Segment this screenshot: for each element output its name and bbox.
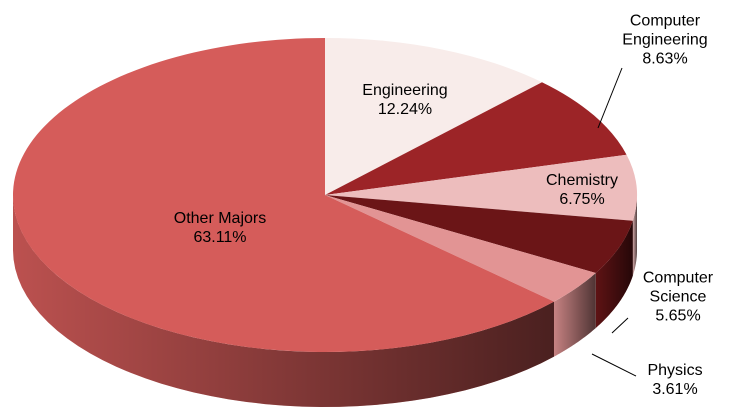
- slice: [325, 154, 637, 221]
- slice: [325, 195, 596, 302]
- value-label: 5.65%: [655, 307, 701, 325]
- slice-side-shade: [13, 195, 554, 407]
- data-label: Engineering 12.24%: [335, 81, 475, 119]
- slice: [13, 38, 554, 353]
- slice-side-shade: [595, 220, 633, 328]
- value-label: 12.24%: [377, 101, 433, 118]
- value-label: 8.63%: [642, 50, 688, 68]
- category-label: Engineering: [362, 82, 448, 99]
- data-label: Other Majors 63.11%: [140, 209, 300, 247]
- category-label: Physics: [647, 362, 703, 379]
- leader-line: [611, 317, 629, 334]
- slice-side-shade: [632, 195, 637, 276]
- category-label: Other Majors: [173, 210, 267, 227]
- category-label: Computer Science: [642, 269, 714, 306]
- category-label: Chemistry: [545, 172, 618, 189]
- value-label: 63.11%: [193, 229, 247, 246]
- leader-line: [591, 353, 637, 377]
- leader-line: [597, 67, 623, 129]
- slice: [325, 82, 627, 195]
- data-label: Computer Engineering 8.63%: [600, 12, 730, 69]
- slice: [325, 195, 633, 273]
- slice-side-shade: [553, 272, 596, 357]
- data-label: Computer Science 5.65%: [633, 269, 723, 326]
- data-label: Chemistry 6.75%: [522, 171, 642, 209]
- category-label: Computer Engineering: [622, 12, 708, 49]
- data-label: Physics 3.61%: [630, 361, 720, 399]
- value-label: 3.61%: [652, 381, 698, 398]
- value-label: 6.75%: [559, 191, 605, 208]
- slice: [325, 38, 543, 195]
